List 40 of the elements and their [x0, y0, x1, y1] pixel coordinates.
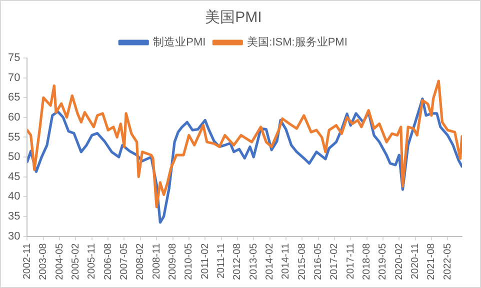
- x-tick-label: 2016-05: [313, 242, 324, 280]
- x-tick-label: 2015-08: [296, 242, 308, 280]
- y-tick-label: 30: [8, 230, 20, 242]
- y-tick-label: 35: [8, 210, 20, 223]
- x-tick-label: 2020-02: [394, 242, 405, 280]
- x-tick-label: 2008-02: [135, 242, 146, 280]
- x-tick-label: 2011-02: [200, 242, 211, 280]
- x-tick-label: 2005-11: [86, 242, 98, 280]
- x-tick-label: 2002-11: [22, 242, 33, 280]
- legend-label: 美国:ISM:服务业PMI: [247, 36, 348, 49]
- x-tick-label: 2018-08: [362, 242, 373, 280]
- x-tick-label: 2005-02: [70, 242, 82, 280]
- x-tick-label: 2007-05: [119, 242, 130, 280]
- x-tick-label: 2020-11: [410, 242, 422, 280]
- x-tick-label: 2010-05: [184, 242, 195, 280]
- x-tick-label: 2017-11: [345, 242, 356, 280]
- x-tick-label: 2011-11: [216, 242, 228, 279]
- x-tick-label: 2021-08: [426, 242, 438, 280]
- x-tick-label: 2008-11: [151, 242, 162, 280]
- x-tick-label: 2013-05: [248, 242, 260, 280]
- x-tick-label: 2022-05: [442, 242, 454, 280]
- x-tick-label: 2006-08: [102, 242, 114, 280]
- x-tick-label: 2014-11: [280, 242, 292, 280]
- y-tick-label: 60: [8, 111, 20, 124]
- x-tick-label: 2012-08: [232, 242, 244, 280]
- y-tick-label: 45: [8, 170, 20, 183]
- y-tick-label: 70: [8, 72, 20, 84]
- y-tick-label: 65: [8, 92, 20, 104]
- chart-title: 美国PMI: [205, 9, 262, 26]
- x-tick-label: 2017-02: [329, 242, 340, 280]
- y-tick-label: 75: [8, 52, 20, 64]
- y-tick-label: 50: [8, 151, 20, 164]
- legend-label: 制造业PMI: [153, 36, 206, 49]
- x-tick-label: 2019-05: [378, 242, 389, 280]
- x-tick-label: 2004-05: [54, 242, 66, 280]
- y-tick-label: 55: [8, 131, 20, 144]
- x-tick-label: 2003-08: [38, 242, 50, 280]
- x-tick-label: 2014-02: [264, 242, 276, 280]
- y-tick-label: 40: [8, 190, 20, 203]
- x-tick-label: 2009-08: [168, 242, 179, 280]
